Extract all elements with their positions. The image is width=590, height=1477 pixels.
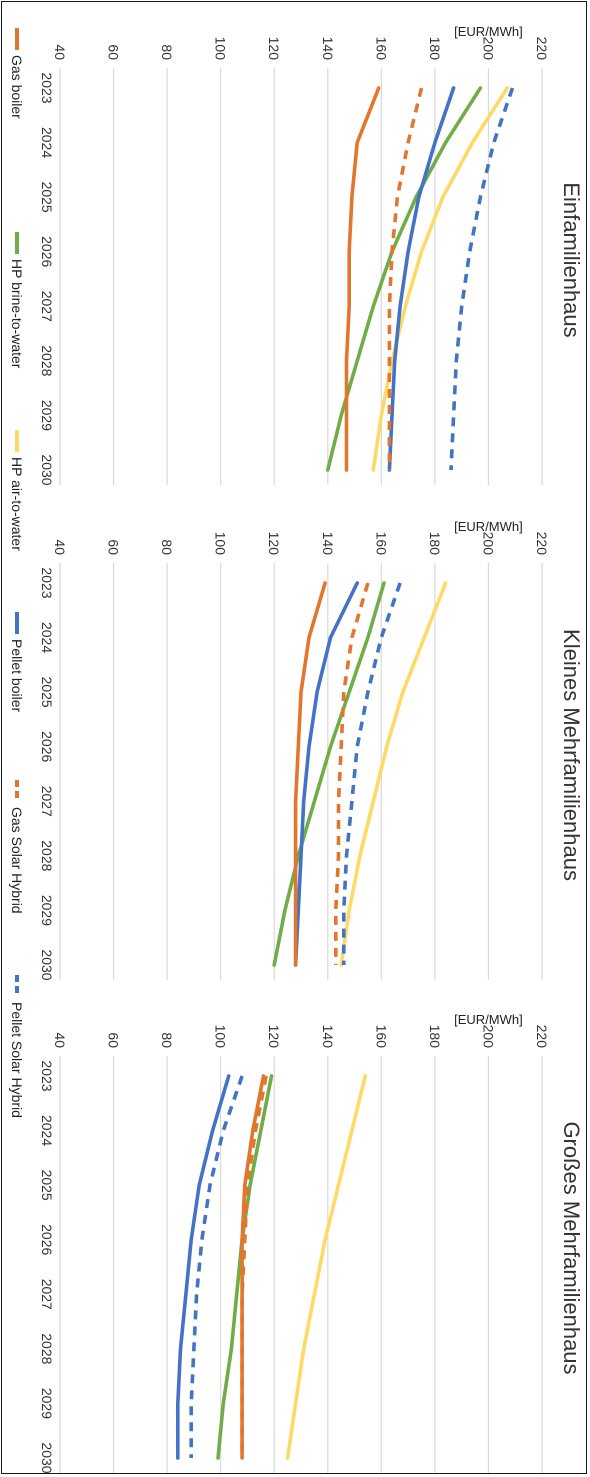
legend-label-pellet-solar-hybrid: Pellet Solar Hybrid [9, 1002, 25, 1118]
legend-label-hp-brine-to-water: HP brine-to-water [9, 259, 25, 369]
x-tick-label: 2029 [39, 1388, 55, 1419]
x-tick-label: 2028 [39, 1333, 55, 1364]
y-axis-unit-label: [EUR/MWh] [454, 1012, 523, 1027]
chart-panel-einfamilienhaus: 40 60 80 100 120 140 160 180 200 220 [EUR/MWh] Einf… [39, 24, 584, 486]
y-tick-label: 40 [52, 1032, 68, 1048]
x-tick-label: 2030 [39, 949, 55, 980]
y-tick-label: 120 [266, 1025, 282, 1049]
y-tick-label: 140 [320, 532, 336, 556]
x-tick-label: 2027 [39, 1279, 55, 1310]
y-tick-label: 60 [106, 1032, 122, 1048]
chart-title: Großes Mehrfamilienhaus [559, 1121, 584, 1374]
series-line-pellet-solar-hybrid [342, 582, 402, 965]
x-tick-label: 2026 [39, 236, 55, 267]
y-tick-label: 140 [320, 37, 336, 61]
x-tick-label: 2029 [39, 895, 55, 926]
y-tick-label: 220 [534, 532, 550, 556]
y-tick-label: 80 [159, 539, 175, 555]
legend-label-pellet-boiler: Pellet boiler [9, 639, 25, 712]
series-line-hp-brine-to-water [216, 1074, 274, 1460]
y-tick-label: 220 [534, 37, 550, 61]
y-tick-label: 80 [159, 44, 175, 60]
y-tick-label: 160 [373, 37, 389, 61]
series-line-hp-air-to-water [371, 86, 509, 472]
legend-label-gas-solar-hybrid: Gas Solar Hybrid [9, 807, 25, 914]
y-tick-label: 180 [427, 532, 443, 556]
chart-panel-grosses-mehrfamilienhaus: 40 60 80 100 120 140 160 180 200 220 [EUR/MWh] Groß… [39, 1012, 584, 1474]
x-tick-label: 2026 [39, 731, 55, 762]
chart-panel-kleines-mehrfamilienhaus: 40 60 80 100 120 140 160 180 200 220 [EUR/MWh] Klei… [39, 519, 584, 981]
x-tick-label: 2023 [39, 72, 55, 103]
series-line-pellet-solar-hybrid [189, 1075, 244, 1458]
y-tick-label: 200 [480, 1025, 496, 1049]
y-tick-label: 120 [266, 37, 282, 61]
series-line-gas-boiler [344, 86, 381, 472]
y-tick-label: 140 [320, 1025, 336, 1049]
y-tick-label: 100 [213, 1025, 229, 1049]
y-tick-label: 180 [427, 1025, 443, 1049]
series-line-gas-solar-hybrid [387, 87, 424, 470]
y-tick-label: 100 [213, 532, 229, 556]
x-tick-label: 2028 [39, 840, 55, 871]
legend-label-hp-air-to-water: HP air-to-water [9, 457, 25, 551]
y-tick-label: 160 [373, 1025, 389, 1049]
x-tick-label: 2025 [39, 1170, 55, 1201]
series-line-pellet-boiler [293, 581, 359, 967]
chart-title: Einfamilienhaus [559, 182, 584, 337]
legend: Gas boiler HP brine-to-water HP air-to-wat… [9, 28, 25, 1118]
x-tick-label: 2029 [39, 400, 55, 431]
x-tick-label: 2030 [39, 454, 55, 485]
chart-title: Kleines Mehrfamilienhaus [559, 629, 584, 881]
y-tick-label: 40 [52, 44, 68, 60]
y-axis-unit-label: [EUR/MWh] [454, 519, 523, 534]
series-line-hp-air-to-water [285, 1074, 368, 1460]
series-line-hp-brine-to-water [272, 581, 386, 967]
x-tick-label: 2026 [39, 1224, 55, 1255]
series-line-pellet-boiler [175, 1074, 231, 1460]
series-line-pellet-boiler [387, 86, 456, 472]
x-tick-label: 2028 [39, 345, 55, 376]
y-tick-label: 60 [106, 44, 122, 60]
x-tick-label: 2025 [39, 677, 55, 708]
y-tick-label: 60 [106, 539, 122, 555]
series-line-hp-air-to-water [339, 581, 448, 967]
series-line-hp-brine-to-water [325, 86, 483, 472]
series-line-gas-boiler [240, 1074, 266, 1460]
x-tick-label: 2027 [39, 786, 55, 817]
y-tick-label: 200 [480, 37, 496, 61]
y-tick-label: 40 [52, 539, 68, 555]
x-tick-label: 2024 [39, 622, 55, 653]
x-tick-label: 2024 [39, 1115, 55, 1146]
y-tick-label: 180 [427, 37, 443, 61]
series-line-gas-boiler [293, 581, 327, 967]
x-tick-label: 2023 [39, 1060, 55, 1091]
series-line-pellet-solar-hybrid [449, 87, 515, 471]
y-tick-label: 200 [480, 532, 496, 556]
y-axis-unit-label: [EUR/MWh] [454, 24, 523, 39]
x-tick-label: 2030 [39, 1442, 55, 1473]
x-tick-label: 2027 [39, 291, 55, 322]
x-tick-label: 2025 [39, 182, 55, 213]
y-tick-label: 120 [266, 532, 282, 556]
series-line-gas-solar-hybrid [334, 582, 370, 965]
legend-label-gas-boiler: Gas boiler [9, 55, 25, 119]
y-tick-label: 160 [373, 532, 389, 556]
y-tick-label: 220 [534, 1025, 550, 1049]
x-tick-label: 2023 [39, 567, 55, 598]
y-tick-label: 100 [213, 37, 229, 61]
y-tick-label: 80 [159, 1032, 175, 1048]
x-tick-label: 2024 [39, 127, 55, 158]
